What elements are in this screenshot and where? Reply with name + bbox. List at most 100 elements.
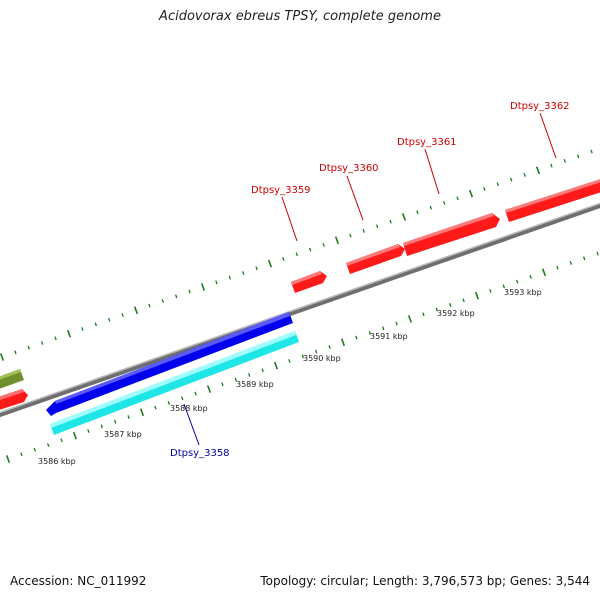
tick-mark-upper xyxy=(576,154,580,159)
tick-row-lower xyxy=(5,251,599,463)
tick-mark-upper xyxy=(334,236,340,245)
gene-dtpsy-3359[interactable] xyxy=(291,271,327,293)
tick-mark-upper xyxy=(282,257,285,261)
tick-mark-upper xyxy=(241,271,245,275)
tick-mark-lower xyxy=(448,302,452,307)
tick-label: 3592 kbp xyxy=(437,309,475,318)
tick-mark-lower xyxy=(381,326,385,331)
tick-mark-lower xyxy=(368,330,372,335)
tick-mark-upper xyxy=(322,243,325,247)
tick-mark-lower xyxy=(556,265,559,270)
tick-label: 3588 kbp xyxy=(170,404,208,413)
tick-label: 3587 kbp xyxy=(104,430,142,439)
tick-mark-lower xyxy=(139,408,145,417)
tick-mark-upper xyxy=(550,163,553,168)
tick-mark-lower xyxy=(247,373,251,377)
tick-mark-upper xyxy=(81,327,84,331)
tick-mark-upper xyxy=(148,303,151,308)
tick-mark-upper xyxy=(255,266,258,271)
genome-backbone xyxy=(0,202,600,418)
tick-mark-lower xyxy=(582,256,586,261)
tick-label: 3589 kbp xyxy=(236,380,274,389)
tick-mark-upper xyxy=(496,182,500,187)
gene-labels: Dtpsy_3358 Dtpsy_3359 Dtpsy_3360 Dtpsy_3… xyxy=(170,101,570,459)
tick-mark-upper xyxy=(308,247,312,252)
gene-label-dtpsy-3362: Dtpsy_3362 xyxy=(510,101,570,112)
gene-label-dtpsy-3358: Dtpsy_3358 xyxy=(170,448,230,459)
tick-mark-upper xyxy=(121,313,124,317)
tick-mark-upper xyxy=(535,166,541,175)
tick-mark-upper xyxy=(509,177,513,182)
tick-mark-lower xyxy=(194,391,197,396)
tick-mark-upper xyxy=(40,341,44,345)
tick-mark-upper xyxy=(66,329,72,338)
tick-mark-upper xyxy=(362,228,366,233)
tick-mark-upper xyxy=(429,205,433,210)
partial-gene-red-left xyxy=(0,389,28,410)
tick-mark-upper xyxy=(401,213,407,221)
tick-mark-upper xyxy=(188,289,191,294)
tick-mark-lower xyxy=(422,312,425,317)
tick-mark-lower xyxy=(541,268,547,277)
tick-mark-lower xyxy=(5,455,11,463)
tick-mark-upper xyxy=(563,158,567,163)
tick-mark-upper xyxy=(456,196,459,201)
tick-mark-lower xyxy=(46,443,50,447)
tick-mark-lower xyxy=(261,368,264,373)
gene-dtpsy-3360[interactable] xyxy=(346,244,405,274)
tick-mark-upper xyxy=(215,280,218,285)
tick-mark-lower xyxy=(502,284,506,289)
tick-label: 3591 kbp xyxy=(370,332,408,341)
tick-mark-lower xyxy=(288,359,291,363)
tick-mark-lower xyxy=(407,315,413,323)
tick-mark-upper xyxy=(468,189,474,198)
tick-mark-lower xyxy=(569,260,573,265)
genome-stats-text: Topology: circular; Length: 3,796,573 bp… xyxy=(260,574,590,588)
tick-mark-lower xyxy=(489,288,492,293)
tick-mark-lower xyxy=(20,452,23,457)
tick-mark-lower xyxy=(340,338,346,347)
tick-mark-lower xyxy=(206,385,212,393)
gene-dtpsy-3358[interactable] xyxy=(46,312,293,416)
tick-mark-lower xyxy=(314,349,318,354)
gene-label-dtpsy-3360: Dtpsy_3360 xyxy=(319,163,379,174)
gene-dtpsy-3362[interactable] xyxy=(505,176,600,222)
tick-row-upper xyxy=(0,149,593,361)
accession-text: Accession: NC_011992 xyxy=(10,574,147,588)
tick-mark-lower xyxy=(328,345,331,349)
tick-mark-lower xyxy=(395,321,398,326)
tick-mark-lower xyxy=(529,274,532,279)
scale-tick-labels: 3586 kbp 3587 kbp 3588 kbp 3589 kbp 3590… xyxy=(38,288,542,466)
map-title: Acidovorax ebreus TPSY, complete genome xyxy=(159,9,441,24)
tick-label: 3593 kbp xyxy=(504,288,542,297)
tick-mark-lower xyxy=(355,335,358,340)
tick-mark-lower xyxy=(435,307,439,312)
tick-label: 3586 kbp xyxy=(38,457,76,466)
tick-mark-upper xyxy=(523,172,526,177)
tick-mark-lower xyxy=(60,438,63,443)
tick-mark-upper xyxy=(161,299,165,303)
tick-mark-lower xyxy=(180,396,184,401)
cds-feature-dtpsy-3358[interactable] xyxy=(50,331,299,435)
tick-mark-upper xyxy=(107,317,111,322)
tick-mark-upper xyxy=(27,345,31,350)
gene-dtpsy-3361[interactable] xyxy=(403,213,500,256)
tick-mark-upper xyxy=(228,275,232,280)
gene-label-dtpsy-3359: Dtpsy_3359 xyxy=(251,185,311,196)
tick-mark-lower xyxy=(221,382,224,387)
partial-gene-green xyxy=(0,369,24,389)
tick-mark-lower xyxy=(167,401,171,405)
tick-mark-upper xyxy=(590,149,593,154)
tick-mark-upper xyxy=(349,233,352,238)
tick-mark-lower xyxy=(474,291,480,300)
tick-mark-upper xyxy=(0,353,5,361)
tick-mark-lower xyxy=(72,431,78,440)
tick-mark-lower xyxy=(301,354,305,359)
tick-mark-upper xyxy=(133,306,139,315)
tick-mark-upper xyxy=(54,336,57,341)
tick-mark-upper xyxy=(442,200,446,205)
tick-mark-upper xyxy=(174,294,178,299)
tick-mark-upper xyxy=(267,259,273,268)
